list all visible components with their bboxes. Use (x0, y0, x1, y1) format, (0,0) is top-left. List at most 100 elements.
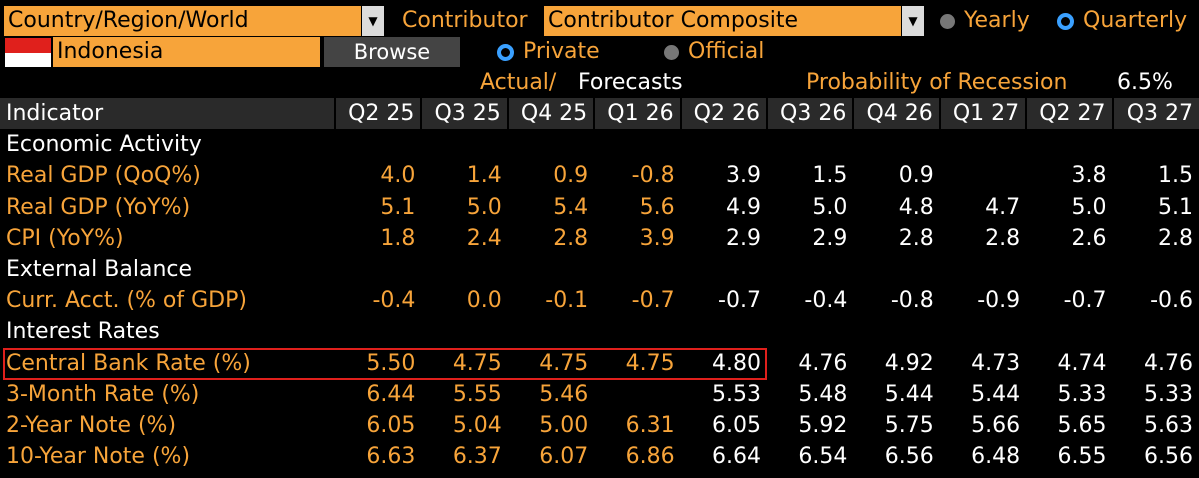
scope-dropdown-arrow[interactable]: ▼ (362, 6, 384, 36)
indicator-name[interactable]: Real GDP (QoQ%) (6, 163, 201, 189)
official-option[interactable]: Official (664, 37, 764, 67)
actual-value-cell[interactable]: 5.6 (639, 194, 675, 220)
forecast-value-cell[interactable]: 4.73 (971, 350, 1021, 376)
actual-value-cell[interactable]: -0.4 (372, 288, 416, 314)
forecast-value-cell[interactable]: 1.5 (1158, 163, 1193, 189)
forecast-value-cell[interactable]: 5.33 (1144, 381, 1193, 407)
forecast-value-cell[interactable]: 5.44 (971, 381, 1021, 407)
radio-selected-icon[interactable] (1057, 12, 1074, 30)
column-header[interactable]: Q4 26 (852, 98, 940, 130)
forecast-value-cell[interactable]: 2.8 (898, 225, 934, 251)
quarterly-option[interactable]: Quarterly (1057, 6, 1187, 36)
indicator-name[interactable]: Central Bank Rate (%) (6, 350, 251, 376)
indicator-name[interactable]: 3-Month Rate (%) (6, 381, 200, 407)
contributor-dropdown-arrow[interactable]: ▼ (902, 6, 924, 36)
forecast-value-cell[interactable]: 0.9 (898, 163, 934, 189)
column-header[interactable]: Q4 25 (506, 98, 595, 130)
forecast-value-cell[interactable]: 4.7 (985, 194, 1021, 220)
forecast-value-cell[interactable]: 5.92 (798, 412, 848, 438)
actual-value-cell[interactable]: 2.8 (553, 225, 589, 251)
forecast-value-cell[interactable]: 5.63 (1144, 412, 1193, 438)
forecast-value-cell[interactable]: 4.74 (1057, 350, 1107, 376)
forecast-value-cell[interactable]: 4.76 (1144, 350, 1193, 376)
forecast-value-cell[interactable]: 6.48 (971, 444, 1021, 470)
forecast-value-cell[interactable]: 6.55 (1057, 444, 1107, 470)
actual-value-cell[interactable]: 5.50 (366, 350, 416, 376)
forecast-value-cell[interactable]: 5.48 (798, 381, 848, 407)
forecast-value-cell[interactable]: 4.92 (884, 350, 934, 376)
actual-value-cell[interactable]: 5.04 (452, 412, 502, 438)
browse-button[interactable]: Browse (324, 37, 460, 67)
actual-value-cell[interactable]: -0.1 (545, 288, 589, 314)
actual-value-cell[interactable]: 6.86 (625, 444, 675, 470)
forecast-value-cell[interactable]: 2.8 (985, 225, 1021, 251)
actual-value-cell[interactable]: 4.75 (452, 350, 502, 376)
indicator-name[interactable]: 2-Year Note (%) (6, 412, 177, 438)
actual-value-cell[interactable]: 5.1 (380, 194, 416, 220)
column-header[interactable]: Q1 26 (593, 98, 681, 130)
yearly-option[interactable]: Yearly (940, 6, 1030, 36)
country-field[interactable]: Indonesia (53, 37, 320, 67)
radio-unselected-icon[interactable] (664, 44, 679, 60)
actual-value-cell[interactable]: -0.8 (631, 163, 675, 189)
actual-value-cell[interactable]: 4.0 (380, 163, 416, 189)
forecast-value-cell[interactable]: 5.65 (1057, 412, 1107, 438)
column-header[interactable]: Q3 25 (420, 98, 508, 130)
indicator-name[interactable]: CPI (YoY%) (6, 225, 124, 251)
forecast-value-cell[interactable]: 3.8 (1071, 163, 1107, 189)
actual-value-cell[interactable]: 6.31 (625, 412, 675, 438)
forecast-value-cell[interactable]: 3.9 (725, 163, 761, 189)
actual-value-cell[interactable]: 0.9 (553, 163, 589, 189)
forecast-value-cell[interactable]: 6.56 (1144, 444, 1193, 470)
forecast-value-cell[interactable]: 2.6 (1071, 225, 1107, 251)
actual-value-cell[interactable]: 1.4 (466, 163, 502, 189)
forecast-value-cell[interactable]: 5.0 (812, 194, 848, 220)
indicator-name[interactable]: 10-Year Note (%) (6, 444, 191, 470)
forecast-value-cell[interactable]: 1.5 (812, 163, 848, 189)
forecast-value-cell[interactable]: 4.80 (711, 350, 761, 376)
forecast-value-cell[interactable]: 6.64 (711, 444, 761, 470)
forecast-value-cell[interactable]: 5.66 (971, 412, 1021, 438)
column-header[interactable]: Q2 26 (679, 98, 767, 130)
forecast-value-cell[interactable]: 2.8 (1158, 225, 1193, 251)
actual-value-cell[interactable]: -0.7 (631, 288, 675, 314)
column-header[interactable]: Q1 27 (938, 98, 1027, 130)
indicator-column-header[interactable]: Indicator (0, 98, 336, 130)
private-option[interactable]: Private (497, 37, 600, 67)
forecast-value-cell[interactable]: 6.05 (711, 412, 761, 438)
forecast-value-cell[interactable]: 5.0 (1071, 194, 1107, 220)
actual-value-cell[interactable]: 5.55 (452, 381, 502, 407)
column-header[interactable]: Q2 25 (334, 98, 422, 130)
indicator-name[interactable]: Real GDP (YoY%) (6, 194, 191, 220)
indicator-name[interactable]: Curr. Acct. (% of GDP) (6, 288, 247, 314)
actual-value-cell[interactable]: 6.37 (452, 444, 502, 470)
radio-selected-icon[interactable] (497, 43, 514, 61)
forecast-value-cell[interactable]: 6.54 (798, 444, 848, 470)
actual-value-cell[interactable]: 6.07 (539, 444, 589, 470)
actual-value-cell[interactable]: 2.4 (466, 225, 502, 251)
actual-value-cell[interactable]: 6.63 (366, 444, 416, 470)
radio-unselected-icon[interactable] (940, 13, 955, 29)
forecast-value-cell[interactable]: -0.9 (977, 288, 1021, 314)
actual-value-cell[interactable]: 4.75 (625, 350, 675, 376)
forecast-value-cell[interactable]: 2.9 (725, 225, 761, 251)
forecast-value-cell[interactable]: 4.9 (725, 194, 761, 220)
forecast-value-cell[interactable]: -0.4 (804, 288, 848, 314)
actual-value-cell[interactable]: 5.4 (553, 194, 589, 220)
forecast-value-cell[interactable]: 6.56 (884, 444, 934, 470)
actual-value-cell[interactable]: 0.0 (466, 288, 502, 314)
column-header[interactable]: Q2 27 (1025, 98, 1113, 130)
column-header[interactable]: Q3 27 (1111, 98, 1199, 130)
actual-value-cell[interactable]: 3.9 (639, 225, 675, 251)
column-header[interactable]: Q3 26 (765, 98, 854, 130)
forecast-value-cell[interactable]: -0.6 (1150, 288, 1193, 314)
actual-value-cell[interactable]: 6.05 (366, 412, 416, 438)
contributor-dropdown[interactable]: Contributor Composite (544, 6, 901, 36)
forecast-value-cell[interactable] (940, 160, 1026, 191)
actual-value-cell[interactable] (594, 379, 680, 410)
forecast-value-cell[interactable]: 4.8 (898, 194, 934, 220)
actual-value-cell[interactable]: 6.44 (366, 381, 416, 407)
actual-value-cell[interactable]: 1.8 (380, 225, 416, 251)
forecast-value-cell[interactable]: -0.7 (718, 288, 761, 314)
forecast-value-cell[interactable]: 5.53 (711, 381, 761, 407)
